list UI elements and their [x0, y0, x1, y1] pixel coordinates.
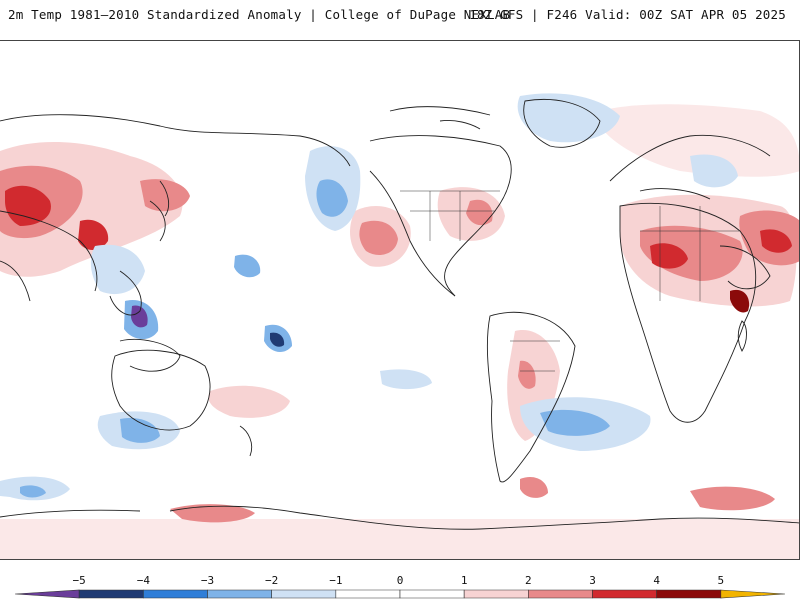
map-canvas [0, 93, 799, 559]
colorbar-tick-label: 0 [396, 574, 404, 587]
colorbar-swatch [14, 589, 80, 599]
colorbar-tick-label: −4 [136, 574, 150, 587]
colorbar-tick-label: −2 [265, 574, 279, 587]
header: 2m Temp 1981–2010 Standardized Anomaly |… [0, 0, 800, 30]
product-title: 2m Temp 1981–2010 Standardized Anomaly |… [8, 7, 511, 22]
political-borders [400, 190, 740, 372]
anomaly-map [0, 40, 800, 560]
colorbar-swatch [399, 589, 465, 599]
colorbar-graphic [14, 589, 786, 599]
colorbar-swatch [528, 589, 593, 599]
colorbar-tick-label: −5 [72, 574, 86, 587]
colorbar-swatch [592, 589, 657, 599]
colorbar-swatch [720, 589, 786, 599]
warm-anomalies [0, 104, 799, 523]
colorbar-tick-label: 2 [525, 574, 532, 587]
colorbar: −5 −4 −3 −2 −1 0 1 2 3 4 5 [0, 570, 800, 600]
colorbar-swatches [14, 589, 786, 599]
cool-anomalies [0, 93, 738, 501]
coastlines [0, 98, 799, 530]
colorbar-swatch [78, 589, 144, 599]
colorbar-tick-label: −3 [200, 574, 215, 587]
colorbar-tick-label: 4 [653, 574, 660, 587]
colorbar-tick-label: 3 [589, 574, 596, 587]
colorbar-swatch [143, 589, 208, 599]
colorbar-tick-label: −1 [329, 574, 343, 587]
colorbar-swatch [207, 589, 272, 599]
colorbar-swatch [463, 589, 529, 599]
model-run-label: 18Z GFS | F246 Valid: 00Z SAT APR 05 202… [469, 7, 786, 22]
colorbar-tick-label: 1 [460, 574, 468, 587]
colorbar-swatch [271, 589, 337, 599]
colorbar-swatch [335, 589, 401, 599]
colorbar-swatch [656, 589, 722, 599]
colorbar-tick-label: 5 [717, 574, 725, 587]
antarctic-band [0, 519, 799, 559]
